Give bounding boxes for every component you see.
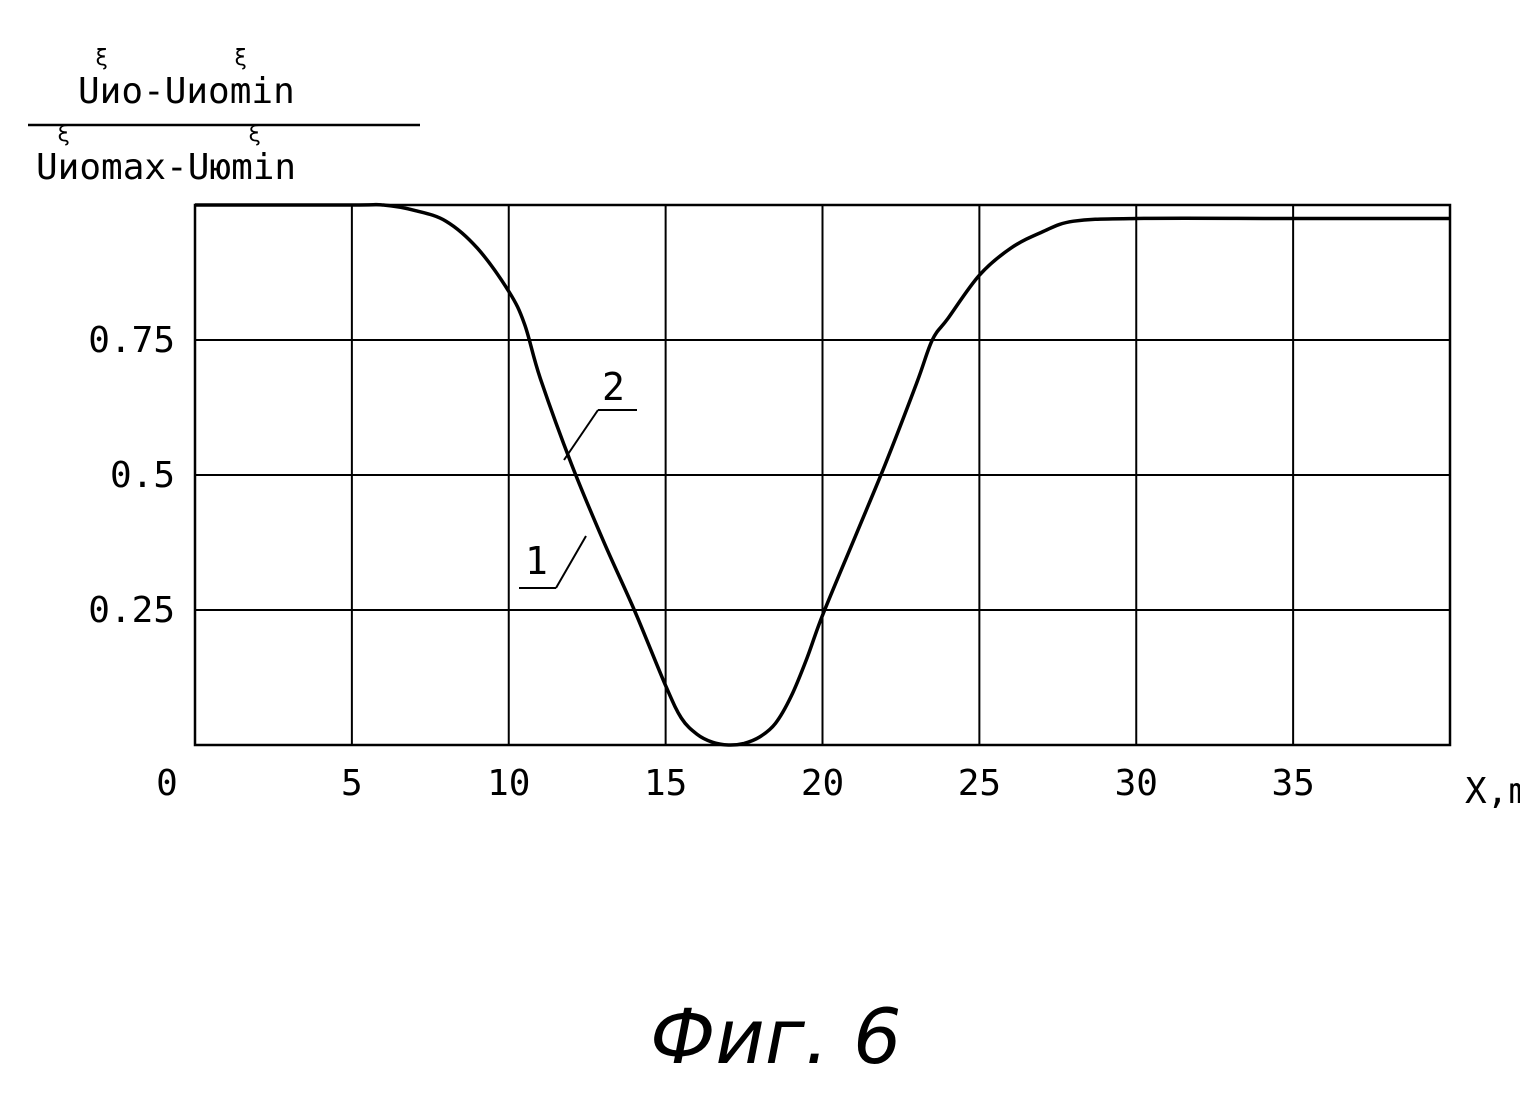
y-label-denominator: Uиomax-Uюmin (36, 147, 296, 188)
curve-label-1: 1 (525, 539, 548, 583)
x-tick-label: 5 (341, 763, 363, 804)
curve-label-2-leader (563, 409, 599, 461)
x-tick-label: 15 (644, 763, 687, 804)
y-label-denominator-sup-1: ξ (57, 122, 70, 147)
x-tick-label: 0 (156, 763, 178, 804)
y-label-numerator-sup-1: ξ (95, 46, 108, 71)
y-axis-label: Uио-Uиomin ξ ξ Uиomax-Uюmin ξ ξ (28, 46, 420, 188)
y-label-numerator-sup-2: ξ (234, 46, 247, 71)
x-tick-label: 10 (487, 763, 530, 804)
curve-label-1-leader (555, 535, 587, 589)
curve-label-2: 2 (602, 365, 625, 409)
y-label-numerator: Uио-Uиomin (78, 71, 295, 112)
y-tick-label: 0.25 (88, 590, 175, 631)
x-tick-label: 30 (1115, 763, 1158, 804)
y-label-denominator-sup-2: ξ (248, 122, 261, 147)
grid (193, 203, 1452, 747)
curve-label-group-1: 1 (519, 535, 587, 589)
series-line-1 (195, 202, 1450, 747)
x-axis-label: X,mm (1465, 771, 1520, 812)
tick-labels: 0 5 10 15 20 25 30 35 X,mm 0.25 0.5 0.75 (88, 320, 1520, 812)
figure-caption: Фиг. 6 (650, 992, 901, 1081)
x-tick-label: 25 (958, 763, 1001, 804)
curve-label-group-2: 2 (563, 365, 637, 461)
y-tick-label: 0.5 (110, 455, 175, 496)
series-layer (195, 202, 1450, 747)
x-tick-label: 35 (1271, 763, 1314, 804)
y-tick-label: 0.75 (88, 320, 175, 361)
x-tick-label: 20 (801, 763, 844, 804)
